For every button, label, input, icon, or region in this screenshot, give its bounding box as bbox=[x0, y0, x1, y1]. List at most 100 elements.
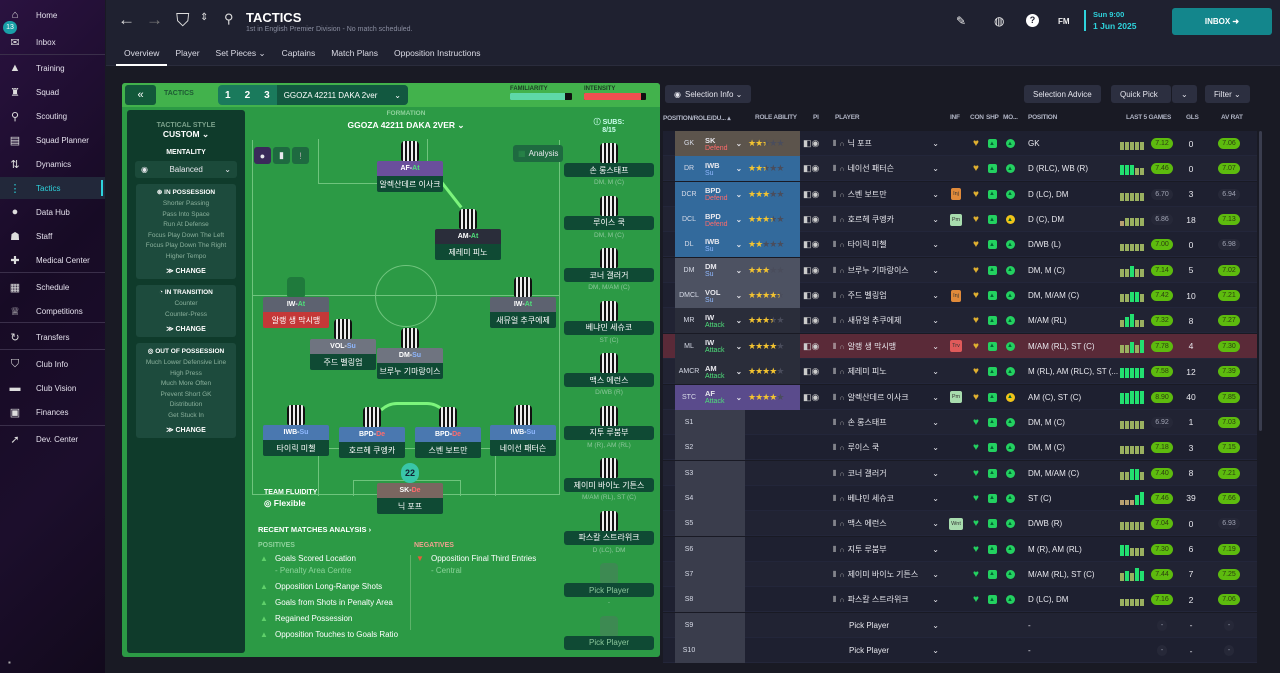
chevron-down-icon[interactable]: ⌄ bbox=[932, 316, 939, 326]
player-cell[interactable]: ⦀ ∩ 네이선 패터슨 ⌄ bbox=[833, 156, 943, 181]
player-instructions-button[interactable]: ◧◉ bbox=[803, 239, 820, 250]
player-name-dropdown[interactable]: 알랭 생 막시맹 bbox=[263, 312, 329, 328]
role-dropdown[interactable]: BPD - De bbox=[339, 427, 405, 442]
role-dropdown[interactable]: AM - At bbox=[435, 229, 501, 244]
player-cell[interactable]: ⦀ ∩ 브루누 기마랑이스 ⌄ bbox=[833, 258, 943, 283]
date-display[interactable]: Sun 9:00 1 Jun 2025 bbox=[1084, 10, 1136, 31]
back-button[interactable]: ← bbox=[118, 10, 135, 29]
player-name-dropdown[interactable]: 브루누 기마랑이스 bbox=[377, 363, 443, 379]
inbox-button[interactable]: INBOX ➜ bbox=[1172, 8, 1272, 35]
sub-player-dropdown[interactable]: 파스칼 스트라위크 bbox=[564, 530, 654, 545]
table-row[interactable]: DCR BPD Defend ⌄ ★ ★ ★ ★ ★ ◧◉ ⦀ ∩ 스벤 보트만 ⌄ Inj ♥ ▲ ▲ D (LC… bbox=[663, 181, 1257, 207]
player-cell[interactable]: ⦀ ∩ 스벤 보트만 ⌄ bbox=[833, 182, 943, 207]
table-row[interactable]: DR IWB Su ⌄ ★ ★ ★ ★ ★ ◧◉ ⦀ ∩ 네이선 패터슨 ⌄ ♥ ▲ ▲ D (RLC), WB … bbox=[663, 156, 1257, 182]
pitch-player-card[interactable]: AM - At 제레미 피노 bbox=[435, 209, 501, 260]
chevron-down-icon[interactable]: ⌄ bbox=[735, 392, 742, 402]
column-header[interactable]: ROLE ABILITY bbox=[755, 114, 797, 121]
player-cell[interactable]: ⦀ ∩ 제레미 피노 ⌄ bbox=[833, 359, 943, 384]
chevron-down-icon[interactable]: ⌄ bbox=[932, 468, 939, 478]
player-name-dropdown[interactable]: 새뮤얼 추쿠에제 bbox=[490, 312, 556, 328]
alert-view-icon[interactable]: ! bbox=[292, 147, 309, 164]
sidebar-item-home[interactable]: ⌂ Home bbox=[0, 4, 105, 26]
table-row[interactable]: GK SK Defend ⌄ ★ ★ ★ ★ ★ ◧◉ ⦀ ∩ 닉 포프 ⌄ ♥ ▲ ▲ GK 7.12 0 7.06 bbox=[663, 131, 1257, 156]
column-header[interactable]: PI bbox=[813, 114, 819, 121]
player-instructions-button[interactable]: ◧◉ bbox=[803, 366, 820, 377]
chevron-down-icon[interactable]: ⌄ bbox=[932, 265, 939, 275]
column-header[interactable]: LAST 5 GAMES bbox=[1126, 114, 1172, 121]
chevron-down-icon[interactable]: ⌄ bbox=[735, 215, 742, 225]
chevron-down-icon[interactable]: ⌄ bbox=[932, 139, 939, 148]
player-view-icon[interactable]: ● bbox=[254, 147, 271, 164]
player-cell[interactable]: ⦀ ∩ 파스칼 스트라위크 ⌄ bbox=[833, 587, 943, 612]
sub-player-dropdown[interactable]: 손 롱스태프 bbox=[564, 163, 654, 177]
mentality-dropdown[interactable]: ◉ Balanced ⌄ bbox=[135, 161, 237, 178]
sub-slot[interactable]: 지투 루붐부 M (R), AM (RL) bbox=[564, 405, 654, 449]
player-cell[interactable]: ⦀ ∩ 알렉산데르 이사크 ⌄ bbox=[833, 385, 943, 410]
sub-slot[interactable]: 루이스 쿡 DM, M (C) bbox=[564, 195, 654, 239]
pitch-player-card[interactable]: IW - At 새뮤얼 추쿠에제 bbox=[490, 277, 556, 328]
column-header[interactable]: PLAYER bbox=[835, 114, 860, 121]
sub-player-dropdown[interactable]: 베냐민 세슈코 bbox=[564, 320, 654, 335]
player-cell[interactable]: ⦀ ∩ 새뮤얼 추쿠에제 ⌄ bbox=[833, 308, 943, 333]
chevron-down-icon[interactable]: ⌄ bbox=[932, 417, 939, 427]
table-row[interactable]: AMCR AM Attack ⌄ ★ ★ ★ ★ ★ ◧◉ ⦀ ∩ 제레미 피노 ⌄ ♥ ▲ ▲ M (RL), … bbox=[663, 359, 1257, 385]
sidebar-item-dev-center[interactable]: ➚ Dev. Center bbox=[0, 428, 105, 450]
table-row[interactable]: MR IW Attack ⌄ ★ ★ ★ ★ ★ ◧◉ ⦀ ∩ 새뮤얼 추쿠에제 ⌄ ♥ ▲ ▲ M/AM (RL… bbox=[663, 308, 1257, 334]
sub-player-dropdown[interactable]: 지투 루붐부 bbox=[564, 425, 654, 440]
role-dropdown[interactable]: IWB - Su bbox=[263, 425, 329, 440]
club-switch-icon[interactable]: ⇕ bbox=[200, 12, 209, 23]
table-row[interactable]: S4 ⦀ ∩ 베냐민 세슈코 ⌄ ♥ ▲ ▲ ST (C) 7.46 39 7.66 bbox=[663, 485, 1257, 511]
player-cell[interactable]: ⦀ ∩ 코너 갤러거 ⌄ bbox=[833, 461, 943, 486]
chevron-down-icon[interactable]: ⌄ bbox=[932, 544, 939, 554]
role-dropdown[interactable]: SK - De bbox=[377, 483, 443, 498]
settings-icon[interactable]: ▪ bbox=[8, 658, 11, 667]
role-cell[interactable]: BPD Defend ⌄ bbox=[703, 181, 745, 207]
table-scrollbar[interactable] bbox=[1259, 131, 1262, 431]
table-row[interactable]: S5 ⦀ ∩ 맥스 에런스 ⌄ Wnt ♥ ▲ ▲ D/WB (R) 7.04 0 6.93 bbox=[663, 511, 1257, 537]
column-header[interactable]: MO... bbox=[1003, 114, 1018, 121]
globe-icon[interactable]: ◍ bbox=[994, 14, 1005, 28]
sidebar-item-club-info[interactable]: ⛉ Club Info bbox=[0, 353, 105, 375]
chevron-down-icon[interactable]: ⌄ bbox=[735, 291, 742, 301]
role-cell[interactable]: VOL Su ⌄ bbox=[703, 283, 745, 309]
table-row[interactable]: S2 ⦀ ∩ 루이스 쿡 ⌄ ♥ ▲ ▲ DM, M (C) 7.18 3 7.15 bbox=[663, 435, 1257, 461]
role-cell[interactable]: IW Attack ⌄ bbox=[703, 333, 745, 359]
tactic-slot-1[interactable]: 1 bbox=[225, 89, 231, 101]
role-cell[interactable]: IWB Su ⌄ bbox=[703, 156, 745, 182]
table-row[interactable]: DMCL VOL Su ⌄ ★ ★ ★ ★ ★ ◧◉ ⦀ ∩ 주드 벨링엄 ⌄ Inj ♥ ▲ ▲ DM, M/AM… bbox=[663, 283, 1257, 309]
sub-player-dropdown[interactable]: 제이미 바이노 기튼스 bbox=[564, 478, 654, 492]
sidebar-item-competitions[interactable]: ♕ Competitions bbox=[0, 300, 105, 322]
player-cell[interactable]: Pick Player ⌄ bbox=[833, 638, 943, 663]
selection-info-dropdown[interactable]: ◉ Selection Info ⌄ bbox=[665, 85, 752, 103]
role-dropdown[interactable]: IWB - Su bbox=[490, 425, 556, 440]
column-header[interactable]: AV RAT bbox=[1221, 114, 1243, 121]
player-instructions-button[interactable]: ◧◉ bbox=[803, 163, 820, 174]
player-cell[interactable]: ⦀ ∩ 닉 포프 ⌄ bbox=[833, 131, 943, 156]
sub-player-dropdown[interactable]: 맥스 에런스 bbox=[564, 373, 654, 387]
player-name-dropdown[interactable]: 네이선 패터슨 bbox=[490, 440, 556, 456]
role-cell[interactable]: AM Attack ⌄ bbox=[703, 359, 745, 385]
chevron-down-icon[interactable]: ⌄ bbox=[735, 139, 742, 148]
player-instructions-button[interactable]: ◧◉ bbox=[803, 188, 820, 199]
player-instructions-button[interactable]: ◧◉ bbox=[803, 315, 820, 326]
quick-pick-dropdown[interactable]: ⌄ bbox=[1172, 85, 1197, 103]
table-row[interactable]: DL IWB Su ⌄ ★ ★ ★ ★ ★ ◧◉ ⦀ ∩ 타이릭 미첼 ⌄ ♥ ▲ ▲ D/WB (L) 7.00 0… bbox=[663, 232, 1257, 258]
chevron-down-icon[interactable]: ⌄ bbox=[735, 265, 742, 275]
pitch-player-card[interactable]: DM - Su 브루누 기마랑이스 bbox=[377, 328, 443, 379]
table-row[interactable]: S10 Pick Player ⌄ - - - - bbox=[663, 638, 1257, 663]
quick-pick-button[interactable]: Quick Pick bbox=[1111, 85, 1171, 103]
sidebar-item-inbox[interactable]: ✉ Inbox bbox=[0, 31, 105, 53]
chevron-down-icon[interactable]: ⌄ bbox=[735, 367, 742, 377]
player-instructions-button[interactable]: ◧◉ bbox=[803, 391, 820, 402]
sub-player-dropdown[interactable]: 루이스 쿡 bbox=[564, 215, 654, 230]
sub-slot[interactable]: 손 롱스태프 DM, M (C) bbox=[564, 143, 654, 186]
sidebar-item-schedule[interactable]: ▦ Schedule bbox=[0, 276, 105, 298]
player-cell[interactable]: ⦀ ∩ 베냐민 세슈코 ⌄ bbox=[833, 486, 943, 511]
pitch-player-card[interactable]: VOL - Su 주드 벨링엄 bbox=[310, 319, 376, 370]
chevron-down-icon[interactable]: ⌄ bbox=[932, 291, 939, 301]
sidebar-item-squad[interactable]: ♜ Squad bbox=[0, 81, 105, 103]
role-cell[interactable]: IWB Su ⌄ bbox=[703, 232, 745, 258]
filter-dropdown[interactable]: Filter ⌄ bbox=[1205, 85, 1250, 103]
chevron-down-icon[interactable]: ⌄ bbox=[932, 341, 939, 351]
pitch-player-card[interactable]: IWB - Su 타이릭 미첼 bbox=[263, 405, 329, 456]
